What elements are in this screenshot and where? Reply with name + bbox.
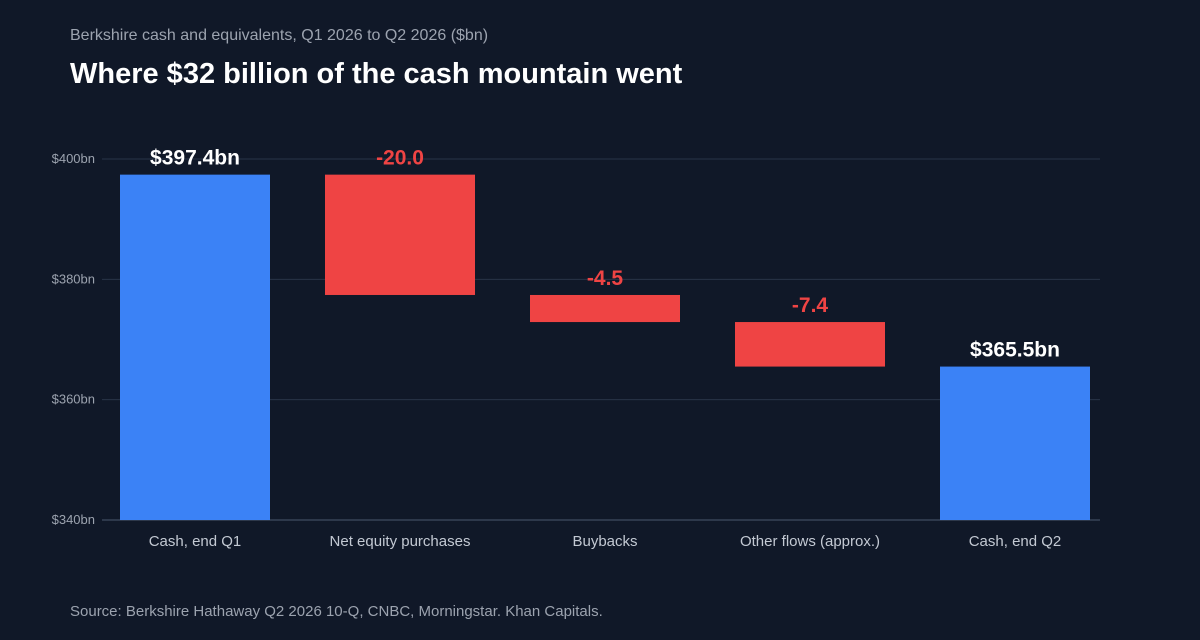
source-note: Source: Berkshire Hathaway Q2 2026 10-Q,…: [70, 603, 603, 620]
data-label: -4.5: [587, 267, 624, 290]
y-tick-label: $340bn: [52, 512, 95, 527]
category-label: Cash, end Q1: [149, 533, 242, 550]
data-label: $397.4bn: [150, 147, 240, 170]
total-bar: [120, 174, 270, 521]
decrease-bar: [530, 294, 680, 323]
category-label: Buybacks: [572, 533, 637, 550]
y-tick-label: $400bn: [52, 151, 95, 166]
category-label: Net equity purchases: [330, 533, 471, 550]
category-label: Other flows (approx.): [740, 533, 880, 550]
bar-layer: [120, 174, 1090, 521]
data-label: $365.5bn: [970, 339, 1060, 362]
category-label: Cash, end Q2: [969, 533, 1062, 550]
chart-subtitle: Berkshire cash and equivalents, Q1 2026 …: [70, 27, 489, 44]
y-tick-label: $360bn: [52, 392, 95, 407]
y-tick-label: $380bn: [52, 271, 95, 286]
data-label: -20.0: [376, 147, 424, 170]
data-label: -7.4: [792, 294, 829, 317]
chart-title: Where $32 billion of the cash mountain w…: [70, 58, 683, 90]
total-bar: [940, 366, 1090, 520]
decrease-bar: [325, 174, 475, 295]
label-layer: $397.4bn Cash, end Q1 -20.0 Net equity purc…: [149, 147, 1062, 550]
decrease-bar: [735, 322, 885, 367]
